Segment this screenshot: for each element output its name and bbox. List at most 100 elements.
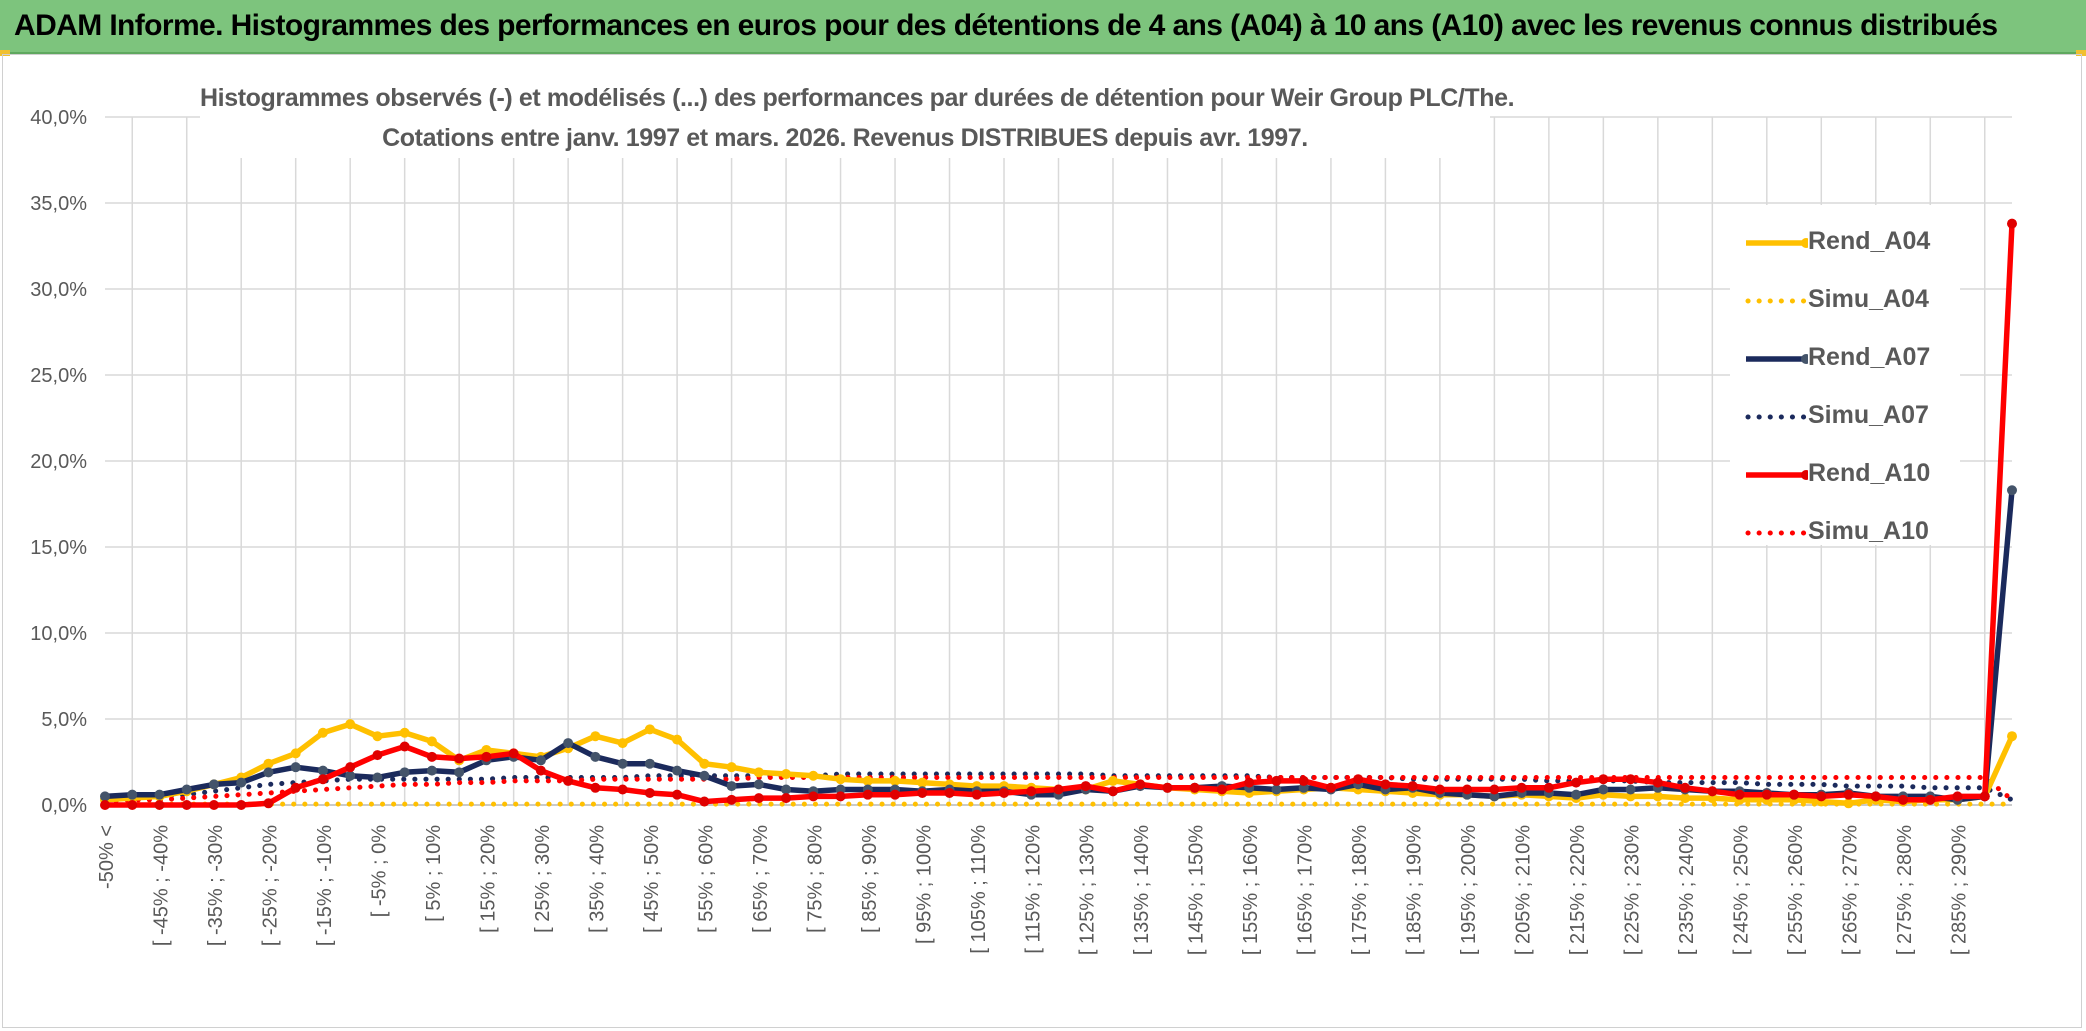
data-point-rend_a10	[1952, 791, 1963, 802]
data-point-rend_a10	[726, 794, 737, 805]
data-point-rend_a10	[454, 753, 465, 764]
data-point-rend_a10	[154, 800, 165, 810]
data-point-rend_a10	[1761, 789, 1772, 800]
data-point-rend_a07	[290, 762, 301, 773]
data-point-rend_a10	[971, 789, 982, 800]
x-tick-label: [ 235% ; 240%	[1676, 825, 1698, 955]
x-tick-label: [ 15% ; 20%	[477, 825, 499, 933]
data-point-rend_a07	[154, 789, 165, 800]
data-point-rend_a04	[1625, 791, 1636, 802]
data-point-rend_a10	[508, 748, 519, 759]
data-point-rend_a10	[426, 751, 437, 762]
chart-series	[100, 218, 2017, 810]
data-point-rend_a10	[1789, 789, 1800, 800]
data-point-rend_a10	[1407, 781, 1418, 792]
x-tick-label: [ -15% ; -10%	[314, 825, 336, 946]
x-tick-label: [ 195% ; 200%	[1458, 825, 1480, 955]
data-point-rend_a07	[317, 765, 328, 776]
banner-corner-left	[0, 50, 10, 56]
data-point-rend_a07	[372, 772, 383, 783]
data-point-rend_a10	[1925, 794, 1936, 805]
series-line-simu_a07	[102, 771, 2015, 803]
data-point-rend_a10	[753, 793, 764, 804]
data-point-rend_a10	[835, 791, 846, 802]
data-point-rend_a07	[563, 738, 574, 749]
x-tick-label: [ 135% ; 140%	[1131, 825, 1153, 955]
y-tick-label: 25,0%	[30, 365, 87, 387]
report-title: ADAM Informe. Histogrammes des performan…	[14, 9, 1998, 42]
x-tick-label: [ 25% ; 30%	[532, 825, 554, 933]
x-axis: -50% < [ -45% ; -40% [ -35% ; -30% [ -25% ;…	[96, 804, 2012, 955]
data-point-rend_a10	[2007, 218, 2017, 229]
data-point-rend_a10	[1216, 784, 1227, 795]
data-point-rend_a10	[1189, 782, 1200, 793]
data-point-rend_a10	[672, 789, 683, 800]
x-tick-label: [ 275% ; 280%	[1894, 825, 1916, 955]
legend-item-simu_a07: Simu_A07	[1730, 397, 1960, 437]
data-point-rend_a07	[781, 784, 792, 795]
legend-label: Rend_A10	[1808, 459, 1931, 487]
x-tick-label: [ 145% ; 150%	[1186, 825, 1208, 955]
data-point-rend_a10	[890, 789, 901, 800]
data-point-rend_a04	[699, 758, 710, 769]
data-point-rend_a04	[862, 775, 873, 786]
x-tick-label: [ 185% ; 190%	[1404, 825, 1426, 955]
x-tick-label: [ 115% ; 120%	[1022, 825, 1044, 954]
y-tick-label: 0,0%	[41, 795, 87, 817]
data-point-rend_a07	[454, 767, 465, 778]
data-point-rend_a07	[181, 784, 192, 795]
data-point-rend_a10	[563, 775, 574, 786]
data-point-rend_a07	[399, 767, 410, 778]
x-tick-label: [ 155% ; 160%	[1240, 825, 1262, 955]
data-point-rend_a10	[862, 789, 873, 800]
chart-gridlines	[105, 116, 2012, 806]
data-point-rend_a10	[1516, 782, 1527, 793]
data-point-rend_a10	[590, 782, 601, 793]
x-tick-label: [ 125% ; 130%	[1077, 825, 1099, 955]
data-point-rend_a07	[263, 767, 274, 778]
data-point-rend_a10	[181, 800, 192, 810]
series-line-simu_a10	[102, 775, 2015, 805]
data-point-rend_a10	[1870, 791, 1881, 802]
data-point-rend_a10	[1571, 777, 1582, 788]
y-tick-label: 15,0%	[30, 537, 87, 559]
data-point-rend_a04	[345, 719, 356, 730]
data-point-rend_a10	[1162, 782, 1173, 793]
legend-swatch-simu_a10	[1745, 530, 1807, 536]
data-point-rend_a04	[290, 748, 301, 759]
data-point-rend_a07	[726, 781, 737, 792]
x-tick-label: [ 45% ; 50%	[641, 825, 663, 933]
x-tick-label: [ 105% ; 110%	[968, 825, 990, 954]
data-point-rend_a04	[426, 736, 437, 747]
data-point-rend_a10	[1652, 777, 1663, 788]
data-point-rend_a04	[644, 724, 655, 735]
data-point-rend_a04	[808, 770, 819, 781]
data-point-rend_a10	[481, 751, 492, 762]
data-point-rend_a10	[1543, 782, 1554, 793]
data-point-rend_a07	[644, 758, 655, 769]
y-axis: 0,0% 5,0% 10,0% 15,0% 20,0% 25,0% 30,0% 35,0% 40…	[30, 107, 87, 817]
x-tick-label: [ -45% ; -40%	[150, 825, 172, 946]
data-point-rend_a04	[1107, 775, 1118, 786]
data-point-rend_a07	[1298, 782, 1309, 793]
legend-label: Rend_A07	[1808, 343, 1931, 371]
data-point-rend_a04	[917, 777, 928, 788]
data-point-rend_a10	[644, 787, 655, 798]
x-tick-label: [ 245% ; 250%	[1731, 825, 1753, 955]
data-point-rend_a07	[345, 770, 356, 781]
x-tick-label: [ 215% ; 220%	[1567, 825, 1589, 955]
data-point-rend_a10	[1625, 774, 1636, 785]
data-point-rend_a04	[590, 731, 601, 742]
data-point-rend_a10	[1053, 784, 1064, 795]
data-point-rend_a10	[535, 765, 546, 776]
legend-label: Simu_A07	[1808, 401, 1929, 429]
x-tick-label: -50% <	[96, 825, 118, 889]
data-point-rend_a10	[1298, 775, 1309, 786]
legend-label: Simu_A10	[1808, 517, 1929, 545]
data-point-rend_a10	[917, 787, 928, 798]
data-point-rend_a04	[753, 767, 764, 778]
data-point-rend_a10	[1026, 786, 1037, 797]
legend-swatch-simu_a04	[1745, 298, 1807, 304]
data-point-rend_a04	[2007, 731, 2017, 742]
data-point-rend_a10	[1979, 791, 1990, 802]
